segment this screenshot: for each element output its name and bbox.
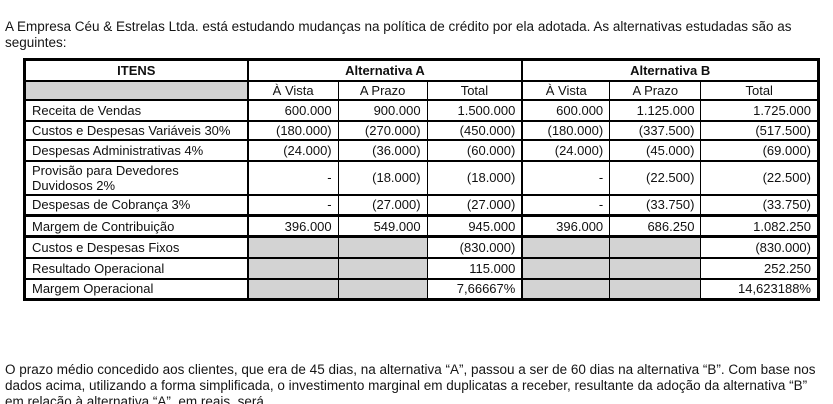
- value-cell: 396.000: [521, 214, 610, 237]
- subheader-cell: À Vista: [521, 79, 610, 100]
- shaded-cell: [521, 256, 610, 279]
- value-cell: (60.000): [426, 138, 523, 161]
- value-cell: (27.000): [337, 193, 428, 216]
- subheader-cell: Total: [700, 79, 819, 100]
- row-label: Despesas Administrativas 4%: [23, 138, 248, 161]
- value-cell: 115.000: [426, 256, 523, 279]
- group-header-alternativa-a: Alternativa A: [246, 59, 523, 81]
- value-cell: (337.500): [609, 119, 701, 140]
- value-cell: -: [521, 193, 610, 216]
- value-cell: (830.000): [700, 235, 819, 258]
- row-label: Provisão para Devedores Duvidosos 2%: [23, 159, 248, 195]
- value-cell: (36.000): [337, 138, 428, 161]
- shaded-cell: [609, 235, 701, 258]
- value-cell: (270.000): [337, 119, 428, 140]
- table-header-row-subcolumns: À Vista A Prazo Total À Vista A Prazo To…: [23, 79, 819, 100]
- row-label: Custos e Despesas Variáveis 30%: [23, 119, 248, 140]
- value-cell: 686.250: [609, 214, 701, 237]
- value-cell: -: [521, 159, 610, 195]
- value-cell: (18.000): [337, 159, 428, 195]
- value-cell: 1.500.000: [426, 98, 523, 121]
- value-cell: 600.000: [521, 98, 610, 121]
- subheader-cell: A Prazo: [609, 79, 701, 100]
- value-cell: (33.750): [609, 193, 701, 216]
- shaded-cell: [246, 256, 339, 279]
- table-row: Custos e Despesas Fixos (830.000) (830.0…: [23, 235, 819, 258]
- value-cell: (33.750): [700, 193, 819, 216]
- value-cell: (180.000): [246, 119, 339, 140]
- value-cell: (18.000): [426, 159, 523, 195]
- table-header-row-groups: ITENS Alternativa A Alternativa B: [23, 59, 819, 81]
- value-cell: (45.000): [609, 138, 701, 161]
- value-cell: (180.000): [521, 119, 610, 140]
- shaded-cell: [521, 235, 610, 258]
- value-cell: 600.000: [246, 98, 339, 121]
- question-paragraph: O prazo médio concedido aos clientes, qu…: [5, 361, 816, 404]
- subheader-cell: À Vista: [246, 79, 339, 100]
- table-row: Resultado Operacional 115.000 252.250: [23, 256, 819, 279]
- value-cell: 1.725.000: [700, 98, 819, 121]
- value-cell: 549.000: [337, 214, 428, 237]
- value-cell: (450.000): [426, 119, 523, 140]
- value-cell: 396.000: [246, 214, 339, 237]
- blank-shaded-cell: [23, 79, 248, 100]
- value-cell: (517.500): [700, 119, 819, 140]
- table-row: Margem Operacional 7,66667% 14,623188%: [23, 277, 819, 300]
- value-cell: (22.500): [700, 159, 819, 195]
- table-row: Despesas Administrativas 4% (24.000) (36…: [23, 138, 819, 161]
- shaded-cell: [521, 277, 610, 300]
- shaded-cell: [246, 235, 339, 258]
- table-row: Despesas de Cobrança 3% - (27.000) (27.0…: [23, 193, 819, 216]
- row-label: Despesas de Cobrança 3%: [23, 193, 248, 216]
- row-label: Receita de Vendas: [23, 98, 248, 121]
- value-cell: 945.000: [426, 214, 523, 237]
- col-header-itens: ITENS: [23, 59, 248, 81]
- shaded-cell: [337, 256, 428, 279]
- value-cell: (69.000): [700, 138, 819, 161]
- value-cell: 252.250: [700, 256, 819, 279]
- value-cell: (24.000): [246, 138, 339, 161]
- value-cell: 7,66667%: [426, 277, 523, 300]
- intro-paragraph: A Empresa Céu & Estrelas Ltda. está estu…: [5, 18, 792, 50]
- row-label: Resultado Operacional: [23, 256, 248, 279]
- table-row: Margem de Contribuição 396.000 549.000 9…: [23, 214, 819, 237]
- table-row: Custos e Despesas Variáveis 30% (180.000…: [23, 119, 819, 140]
- shaded-cell: [246, 277, 339, 300]
- value-cell: (830.000): [426, 235, 523, 258]
- value-cell: 14,623188%: [700, 277, 819, 300]
- value-cell: (27.000): [426, 193, 523, 216]
- shaded-cell: [609, 256, 701, 279]
- subheader-cell: Total: [426, 79, 523, 100]
- value-cell: -: [246, 159, 339, 195]
- value-cell: 900.000: [337, 98, 428, 121]
- value-cell: (22.500): [609, 159, 701, 195]
- credit-policy-table: ITENS Alternativa A Alternativa B À Vist…: [23, 58, 820, 301]
- value-cell: (24.000): [521, 138, 610, 161]
- table-row: Receita de Vendas 600.000 900.000 1.500.…: [23, 98, 819, 121]
- row-label: Margem de Contribuição: [23, 214, 248, 237]
- value-cell: -: [246, 193, 339, 216]
- value-cell: 1.082.250: [700, 214, 819, 237]
- row-label: Custos e Despesas Fixos: [23, 235, 248, 258]
- shaded-cell: [609, 277, 701, 300]
- row-label: Margem Operacional: [23, 277, 248, 300]
- table-row: Provisão para Devedores Duvidosos 2% - (…: [23, 159, 819, 195]
- value-cell: 1.125.000: [609, 98, 701, 121]
- group-header-alternativa-b: Alternativa B: [521, 59, 819, 81]
- subheader-cell: A Prazo: [337, 79, 428, 100]
- shaded-cell: [337, 235, 428, 258]
- shaded-cell: [337, 277, 428, 300]
